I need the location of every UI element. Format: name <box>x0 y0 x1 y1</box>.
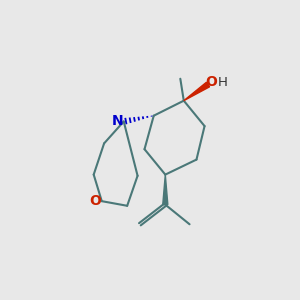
Polygon shape <box>184 82 210 101</box>
Polygon shape <box>163 175 168 205</box>
Text: H: H <box>218 76 228 89</box>
Text: O: O <box>89 194 101 208</box>
Text: N: N <box>112 115 124 128</box>
Text: O: O <box>205 75 217 89</box>
